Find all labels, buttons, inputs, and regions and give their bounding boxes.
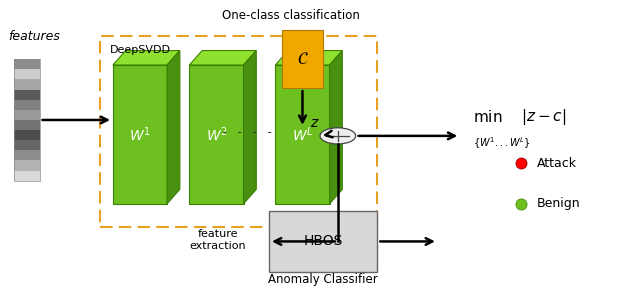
Text: Attack: Attack [537,157,577,170]
Text: $\mathcal{C}$: $\mathcal{C}$ [296,50,308,68]
Bar [100,36,378,227]
Text: feature
extraction: feature extraction [189,229,246,251]
Text: $z$: $z$ [310,116,320,130]
Bar [14,59,40,69]
Bar [14,150,40,161]
Polygon shape [167,51,180,204]
Text: $\{W^1...W^L\}$: $\{W^1...W^L\}$ [473,135,531,151]
Text: DeepSVDD: DeepSVDD [109,45,171,55]
Bar [14,79,40,90]
Bar [14,161,40,171]
Bar [14,59,40,181]
Bar [14,171,40,181]
Polygon shape [244,51,256,204]
Text: features: features [8,29,60,43]
Bar [14,130,40,140]
Bar [14,120,40,130]
Bar [275,65,330,204]
Polygon shape [189,51,256,65]
Circle shape [320,128,356,144]
Text: HBOS: HBOS [303,234,343,248]
Text: One-class classification: One-class classification [222,9,360,22]
Polygon shape [113,51,180,65]
Text: $\min$: $\min$ [473,109,502,125]
Text: Benign: Benign [537,197,580,210]
Bar [14,100,40,110]
Text: $W^2$: $W^2$ [205,125,227,144]
Bar [14,90,40,100]
Bar [189,65,244,204]
Bar [282,30,323,88]
Polygon shape [275,51,342,65]
Text: Anomaly Classifier: Anomaly Classifier [268,273,378,286]
Bar [14,69,40,79]
Bar [14,110,40,120]
Polygon shape [330,51,342,204]
Text: $|z-c|$: $|z-c|$ [521,107,566,127]
Text: $W^1$: $W^1$ [129,125,151,144]
Bar [113,65,167,204]
Text: - - - -: - - - - [221,126,274,140]
Text: $W^L$: $W^L$ [292,125,313,144]
Bar [14,140,40,150]
Bar [269,211,378,272]
